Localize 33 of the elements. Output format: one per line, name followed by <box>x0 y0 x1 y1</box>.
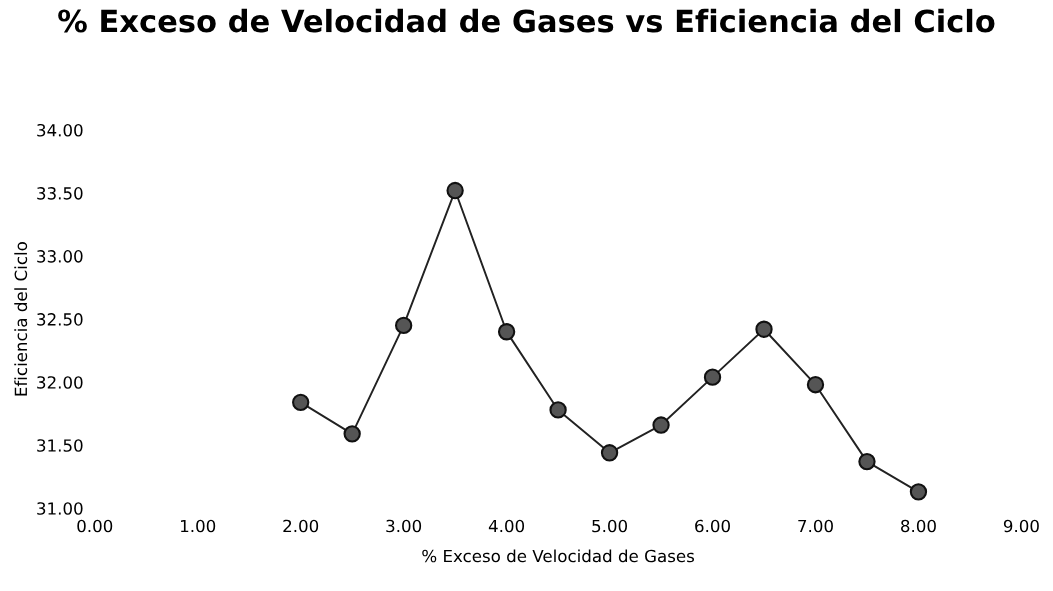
x-tick-label: 0.00 <box>77 519 113 533</box>
point <box>755 320 773 338</box>
point <box>858 452 876 471</box>
point <box>292 393 310 412</box>
x-tick-label: 5.00 <box>592 519 628 533</box>
x-tick-label: 7.00 <box>798 519 833 533</box>
x-tick-label: 9.00 <box>1003 519 1039 533</box>
y-tick-label: 32.50 <box>37 313 83 326</box>
point <box>446 181 464 200</box>
point <box>703 368 722 386</box>
y-tick-label: 34.00 <box>37 123 83 137</box>
y-axis-title: Eficiencia del Ciclo <box>14 242 28 396</box>
point <box>652 416 670 434</box>
x-tick-label: 6.00 <box>695 519 730 533</box>
point <box>909 483 928 501</box>
point <box>600 444 619 462</box>
x-axis-title: % Exceso de Velocidad de Gases <box>422 549 695 563</box>
y-tick-label: 32.00 <box>37 376 83 389</box>
point <box>549 401 567 419</box>
x-tick-label: 8.00 <box>901 519 936 533</box>
point <box>806 376 825 394</box>
point <box>497 323 516 341</box>
point <box>343 425 361 443</box>
y-tick-label: 31.50 <box>37 439 83 452</box>
point <box>394 316 413 335</box>
x-tick-label: 3.00 <box>386 519 422 533</box>
y-tick-label: 31.00 <box>37 502 83 515</box>
x-tick-label: 2.00 <box>283 519 319 533</box>
y-tick-label: 33.50 <box>37 187 83 200</box>
x-tick-label: 4.00 <box>488 519 525 533</box>
x-tick-label: 1.00 <box>181 519 216 533</box>
chart-title: % Exceso de Velocidad de Gases vs Eficiencia del Ciclo <box>58 8 995 33</box>
y-tick-label: 33.00 <box>37 250 83 263</box>
